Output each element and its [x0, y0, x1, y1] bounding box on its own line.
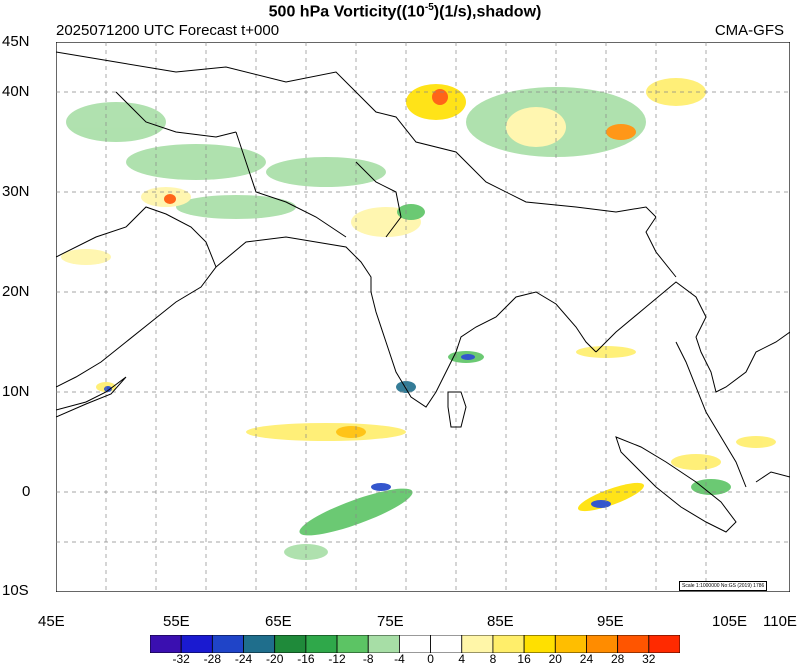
- colorbar-tick-label: -20: [266, 652, 284, 666]
- lat-label-30n: 30N: [2, 183, 30, 200]
- colorbar-tick-label: -32: [172, 652, 190, 666]
- lon-label-45e: 45E: [38, 613, 65, 630]
- lon-label-55e: 55E: [163, 613, 190, 630]
- colorbar-tick-label: -24: [234, 652, 253, 666]
- colorbar-tick-label: 0: [427, 652, 434, 666]
- colorbar-swatch: [367, 635, 400, 653]
- lon-label-65e: 65E: [265, 613, 292, 630]
- colorbar-swatch: [150, 635, 182, 653]
- colorbar-swatch: [399, 635, 431, 653]
- lat-label-0: 0: [22, 483, 31, 500]
- colorbar-swatch: [586, 635, 619, 653]
- colorbar-swatch: [243, 635, 276, 653]
- colorbar-swatch: [492, 635, 525, 653]
- colorbar-swatch: [554, 635, 587, 653]
- lon-label-105e: 105E: [712, 613, 748, 630]
- lat-label-10n: 10N: [2, 383, 30, 400]
- lat-label-20n: 20N: [2, 283, 30, 300]
- colorbar-tick-label: 28: [610, 652, 625, 666]
- colorbar-tick-label: -8: [362, 652, 374, 666]
- colorbar-swatch: [336, 635, 369, 653]
- coastlines: [56, 51, 790, 533]
- colorbar-swatch: [430, 635, 463, 653]
- colorbar-tick-label: 24: [579, 652, 594, 666]
- colorbar-swatch: [305, 635, 338, 653]
- vorticity-shading: [61, 78, 776, 560]
- colorbar-tick-label: 20: [548, 652, 562, 666]
- colorbar-tick-label: 32: [642, 652, 656, 666]
- colorbar-swatch: [274, 635, 307, 653]
- lon-label-85e: 85E: [487, 613, 514, 630]
- colorbar-tick-label: -16: [297, 652, 315, 666]
- colorbar-swatch: [180, 635, 213, 653]
- colorbar-tick-label: 4: [458, 652, 466, 666]
- lat-label-45n: 45N: [2, 33, 30, 50]
- lat-label-10s: 10S: [2, 582, 29, 599]
- lat-label-40n: 40N: [2, 83, 30, 100]
- colorbar-tick-label: -28: [203, 652, 222, 666]
- lon-label-95e: 95E: [597, 613, 624, 630]
- forecast-time-label: 2025071200 UTC Forecast t+000: [56, 22, 280, 39]
- colorbar-swatch: [523, 635, 556, 653]
- lon-label-75e: 75E: [377, 613, 404, 630]
- colorbar-swatch: [211, 635, 244, 653]
- colorbar-tick-label: 16: [517, 652, 531, 666]
- colorbar-tick-label: -12: [328, 652, 346, 666]
- map-title: 500 hPa Vorticity((10-5)(1/s),shadow): [268, 2, 542, 21]
- lon-label-110e: 110E: [763, 613, 797, 630]
- model-label: CMA-GFS: [714, 22, 784, 39]
- colorbar-swatch: [617, 635, 650, 653]
- colorbar-swatch: [648, 635, 680, 653]
- lat-lon-grid: [56, 42, 790, 592]
- scale-note: Scale 1:1000000 No:GS (2019) 1786: [679, 581, 768, 591]
- colorbar-tick-label: 8: [489, 652, 497, 666]
- colorbar: [150, 635, 680, 653]
- colorbar-tick-label: -4: [394, 652, 405, 666]
- vorticity-map: [56, 42, 790, 592]
- colorbar-swatch: [461, 635, 494, 653]
